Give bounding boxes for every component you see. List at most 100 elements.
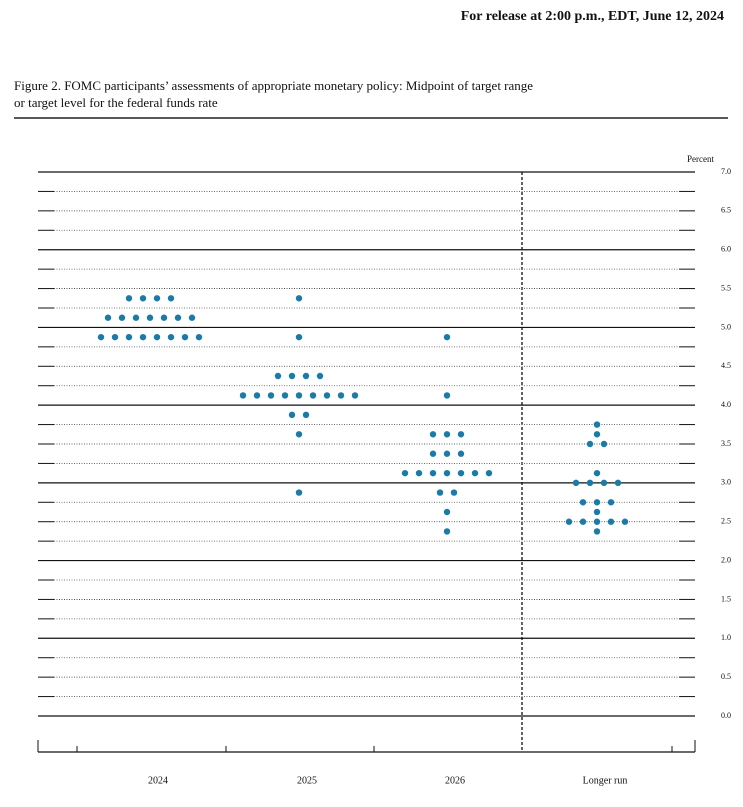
dot bbox=[337, 392, 345, 399]
x-tick-label: 2026 bbox=[445, 775, 465, 786]
y-tick-label: 1.5 bbox=[721, 594, 731, 603]
release-note: For release at 2:00 p.m., EDT, June 12, … bbox=[461, 9, 724, 24]
dot bbox=[443, 333, 451, 341]
dot bbox=[295, 333, 303, 341]
dot bbox=[118, 314, 126, 321]
y-tick-label: 5.0 bbox=[721, 322, 731, 331]
dot bbox=[181, 333, 189, 341]
dot bbox=[351, 392, 359, 399]
dot bbox=[239, 392, 247, 399]
y-tick-label: 6.0 bbox=[721, 245, 731, 254]
chart-title: Figure 2. FOMC participants’ assessments… bbox=[14, 78, 533, 93]
dot bbox=[167, 333, 175, 341]
dot bbox=[471, 469, 479, 477]
dot bbox=[195, 333, 203, 341]
dot bbox=[274, 372, 282, 380]
dot bbox=[485, 469, 493, 477]
dot bbox=[443, 392, 451, 399]
dot bbox=[607, 499, 615, 506]
dot bbox=[281, 392, 289, 399]
dot bbox=[295, 431, 303, 438]
y-axis-label: Percent bbox=[687, 154, 714, 164]
dot bbox=[443, 469, 451, 477]
dot bbox=[125, 333, 133, 341]
dot bbox=[401, 469, 409, 477]
dot bbox=[288, 411, 296, 419]
dot bbox=[111, 333, 119, 341]
dot bbox=[174, 314, 182, 321]
dot bbox=[593, 518, 601, 525]
dot bbox=[586, 479, 594, 487]
dot bbox=[153, 295, 161, 302]
dot bbox=[579, 499, 587, 506]
dot bbox=[160, 314, 168, 321]
y-tick-label: 3.0 bbox=[721, 478, 731, 487]
dot bbox=[443, 431, 451, 438]
y-tick-label: 4.5 bbox=[721, 361, 731, 370]
dot bbox=[295, 489, 303, 496]
dot bbox=[593, 528, 601, 535]
dot bbox=[302, 372, 310, 380]
dot bbox=[593, 421, 601, 428]
dot bbox=[288, 372, 296, 380]
dot bbox=[436, 489, 444, 496]
dot bbox=[586, 440, 594, 448]
y-tick-label: 5.5 bbox=[721, 283, 731, 292]
dot bbox=[579, 518, 587, 525]
y-tick-label: 1.0 bbox=[721, 633, 731, 642]
chart-subtitle: or target level for the federal funds ra… bbox=[14, 95, 218, 110]
dot bbox=[429, 450, 437, 457]
dot bbox=[457, 469, 465, 477]
dot bbox=[139, 295, 147, 302]
dot bbox=[572, 479, 580, 487]
dot bbox=[621, 518, 629, 525]
y-tick-label: 3.5 bbox=[721, 439, 731, 448]
dot bbox=[593, 499, 601, 506]
dot bbox=[457, 450, 465, 457]
dot bbox=[316, 372, 324, 380]
dot bbox=[593, 469, 601, 477]
dot bbox=[415, 469, 423, 477]
dot bbox=[188, 314, 196, 321]
dot bbox=[450, 489, 458, 496]
dot bbox=[295, 392, 303, 399]
dot bbox=[309, 392, 317, 399]
dot bbox=[457, 431, 465, 438]
y-tick-label: 4.0 bbox=[721, 400, 731, 409]
dot bbox=[302, 411, 310, 419]
y-tick-label: 6.5 bbox=[721, 206, 731, 215]
y-tick-label: 2.5 bbox=[721, 517, 731, 526]
dot bbox=[600, 479, 608, 487]
dot bbox=[139, 333, 147, 341]
dot bbox=[295, 295, 303, 302]
dot bbox=[443, 450, 451, 457]
dot bbox=[429, 431, 437, 438]
x-tick-label: 2024 bbox=[148, 775, 168, 786]
dot bbox=[429, 469, 437, 477]
dot bbox=[104, 314, 112, 321]
dot bbox=[167, 295, 175, 302]
dot bbox=[593, 508, 601, 516]
dot bbox=[267, 392, 275, 399]
x-tick-label: Longer run bbox=[583, 775, 628, 786]
dot bbox=[153, 333, 161, 341]
dot bbox=[125, 295, 133, 302]
dot bbox=[132, 314, 140, 321]
y-tick-label: 7.0 bbox=[721, 167, 731, 176]
dot bbox=[600, 440, 608, 448]
dot bbox=[443, 508, 451, 516]
x-tick-label: 2025 bbox=[297, 775, 317, 786]
dot bbox=[593, 431, 601, 438]
dot bbox=[253, 392, 261, 399]
y-tick-label: 0.0 bbox=[721, 711, 731, 720]
dot bbox=[97, 333, 105, 341]
dot bbox=[607, 518, 615, 525]
y-tick-label: 2.0 bbox=[721, 555, 731, 564]
y-tick-label: 0.5 bbox=[721, 672, 731, 681]
dot bbox=[323, 392, 331, 399]
dot bbox=[565, 518, 573, 525]
dot bbox=[146, 314, 154, 321]
dot bbox=[614, 479, 622, 487]
